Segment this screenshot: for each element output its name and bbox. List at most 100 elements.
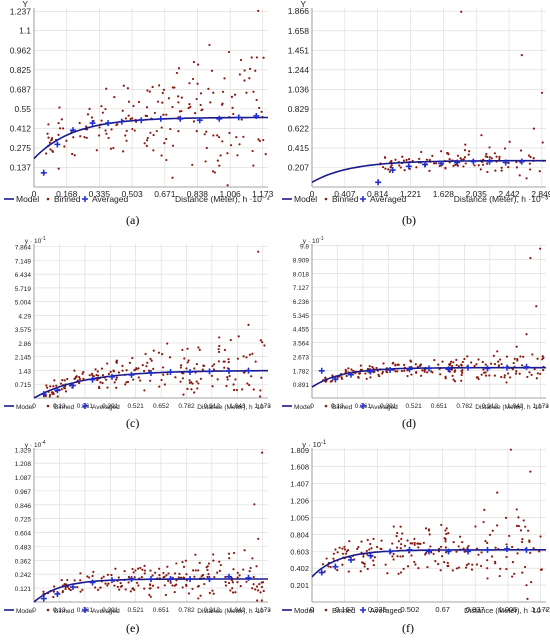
binned-point <box>192 569 195 572</box>
x-tick-label: 0.391 <box>102 607 119 614</box>
binned-point <box>150 359 153 362</box>
binned-point <box>183 357 186 360</box>
binned-point <box>486 162 489 165</box>
binned-point <box>206 575 209 579</box>
binned-point <box>116 585 119 588</box>
averaged-marker <box>70 382 76 389</box>
binned-point <box>434 162 438 165</box>
binned-point <box>370 547 373 550</box>
binned-point <box>162 113 165 116</box>
binned-point <box>252 164 255 167</box>
binned-point <box>252 583 255 586</box>
y-tick-label: 0.201 <box>290 581 309 590</box>
binned-point <box>95 149 98 152</box>
binned-point <box>500 169 503 172</box>
binned-point <box>86 575 89 578</box>
binned-point <box>117 371 121 374</box>
binned-point <box>414 563 417 566</box>
binned-point <box>418 157 421 160</box>
binned-point <box>399 547 402 550</box>
x-tick-label: 0 <box>310 403 314 410</box>
chart-d-svg: 0.891 1.782 2.673 3.564 4.455 5.345 6.236 7.127… <box>282 236 549 411</box>
binned-point <box>81 372 84 375</box>
legend-binned-label: Binned <box>54 404 75 411</box>
binned-point <box>131 117 134 120</box>
binned-point <box>217 350 221 354</box>
binned-point <box>46 132 49 135</box>
binned-point <box>82 371 85 374</box>
binned-point <box>222 360 225 363</box>
binned-point <box>110 128 113 131</box>
binned-point <box>445 527 448 530</box>
binned-point <box>401 532 404 535</box>
binned-point <box>264 153 267 156</box>
binned-point <box>217 360 221 363</box>
binned-point <box>455 550 458 553</box>
binned-point <box>484 371 487 374</box>
binned-point <box>106 584 109 587</box>
binned-point <box>406 565 410 568</box>
averaged-marker <box>167 369 174 376</box>
legend-binned-swatch <box>46 197 50 201</box>
binned-point <box>343 548 347 551</box>
binned-point <box>118 588 121 591</box>
binned-point <box>462 165 465 168</box>
binned-point <box>259 395 262 398</box>
binned-outlier-point <box>257 250 260 253</box>
binned-point <box>529 551 532 555</box>
binned-point <box>245 91 248 94</box>
legend-model-label: Model <box>294 194 317 204</box>
averaged-marker <box>454 159 461 166</box>
averaged-marker <box>226 368 232 375</box>
binned-point <box>450 364 454 368</box>
binned-point <box>331 374 334 377</box>
x-axis-label: Distance (Meter), h ·10⁻⁴ <box>197 404 270 411</box>
binned-point <box>385 370 388 373</box>
y-tick-label: 0.207 <box>288 162 310 172</box>
legend-averaged-swatch <box>360 196 366 202</box>
binned-point <box>212 91 215 94</box>
binned-point <box>403 363 406 366</box>
binned-point <box>110 573 113 577</box>
binned-point <box>516 359 519 362</box>
y-tick-label: 9.8 <box>300 244 309 251</box>
binned-point <box>48 141 51 144</box>
binned-point <box>401 555 405 558</box>
averaged-marker <box>438 160 445 167</box>
binned-point <box>262 56 265 59</box>
averaged-series <box>375 158 525 186</box>
binned-point <box>514 372 518 375</box>
y-tick-label: 6.434 <box>15 272 32 279</box>
binned-point <box>212 134 215 137</box>
legend-model-label: Model <box>16 194 39 204</box>
averaged-marker <box>89 579 96 586</box>
binned-series <box>379 10 545 180</box>
binned-point <box>137 367 140 370</box>
binned-point <box>259 339 262 342</box>
binned-point <box>68 587 71 590</box>
binned-point <box>394 158 397 161</box>
binned-point <box>210 374 213 377</box>
binned-point <box>397 572 400 575</box>
binned-point <box>182 576 185 579</box>
binned-point <box>139 566 142 570</box>
binned-point <box>444 538 447 541</box>
binned-point <box>122 84 125 87</box>
binned-point <box>248 77 251 80</box>
binned-point <box>258 139 261 143</box>
binned-point <box>456 154 460 157</box>
caption-e: (e) <box>126 621 140 635</box>
binned-point <box>185 573 188 576</box>
binned-point <box>251 587 254 590</box>
binned-point <box>79 135 82 138</box>
binned-point <box>144 352 147 356</box>
binned-point <box>63 379 66 382</box>
binned-point <box>445 532 448 536</box>
binned-point <box>213 576 216 579</box>
y-tick-label: 0.137 <box>10 163 32 173</box>
binned-point <box>208 591 211 595</box>
binned-point <box>461 360 464 364</box>
binned-point <box>133 368 136 371</box>
binned-point <box>446 561 449 565</box>
binned-outlier-point <box>261 451 264 454</box>
